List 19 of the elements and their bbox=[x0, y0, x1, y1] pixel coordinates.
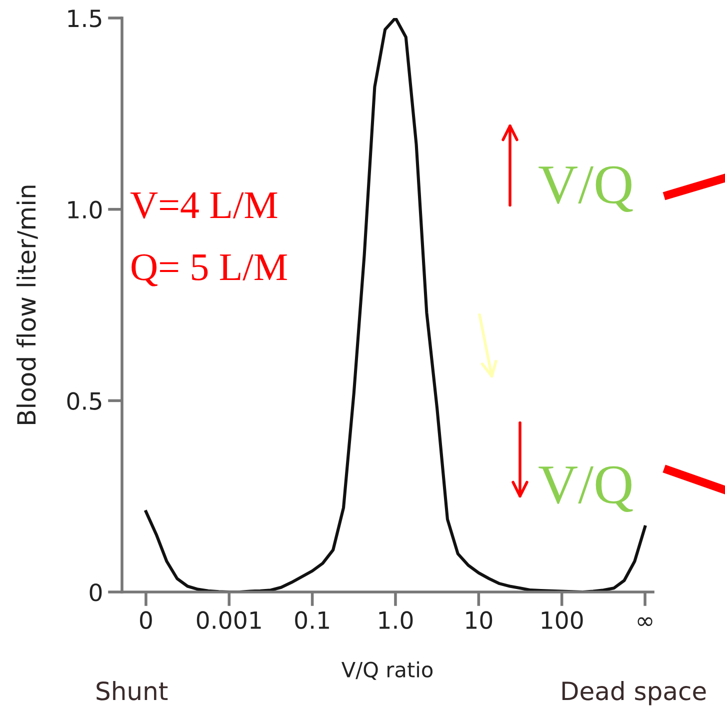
y-tick-label: 1.5 bbox=[68, 10, 102, 28]
annotation: Q= 5 L/M bbox=[132, 254, 287, 286]
y-tick-label: 0.5 bbox=[67, 392, 102, 410]
annotation: V/Q bbox=[538, 166, 633, 212]
x-tick-label: 1.0 bbox=[379, 611, 413, 630]
x-tick-label: 100 bbox=[542, 611, 583, 630]
y-tick-label: 1.0 bbox=[68, 200, 102, 219]
text: Dead space bbox=[562, 681, 706, 706]
text: Shunt bbox=[96, 681, 168, 700]
x-tick-label: 0 bbox=[140, 611, 152, 630]
y-axis-title: Blood flow liter/min bbox=[16, 186, 38, 424]
annotation: V=4 L/M bbox=[130, 192, 278, 219]
x-tick-label: 10 bbox=[466, 611, 492, 630]
x-axis-title: V/Q ratio bbox=[342, 661, 433, 680]
x-tick-label: 0.1 bbox=[295, 611, 329, 630]
annotation: V/Q bbox=[538, 466, 633, 512]
x-tick-label: 0.001 bbox=[196, 611, 261, 630]
x-tick-label: ∞ bbox=[638, 617, 652, 626]
y-tick-label: 0 bbox=[90, 583, 102, 602]
